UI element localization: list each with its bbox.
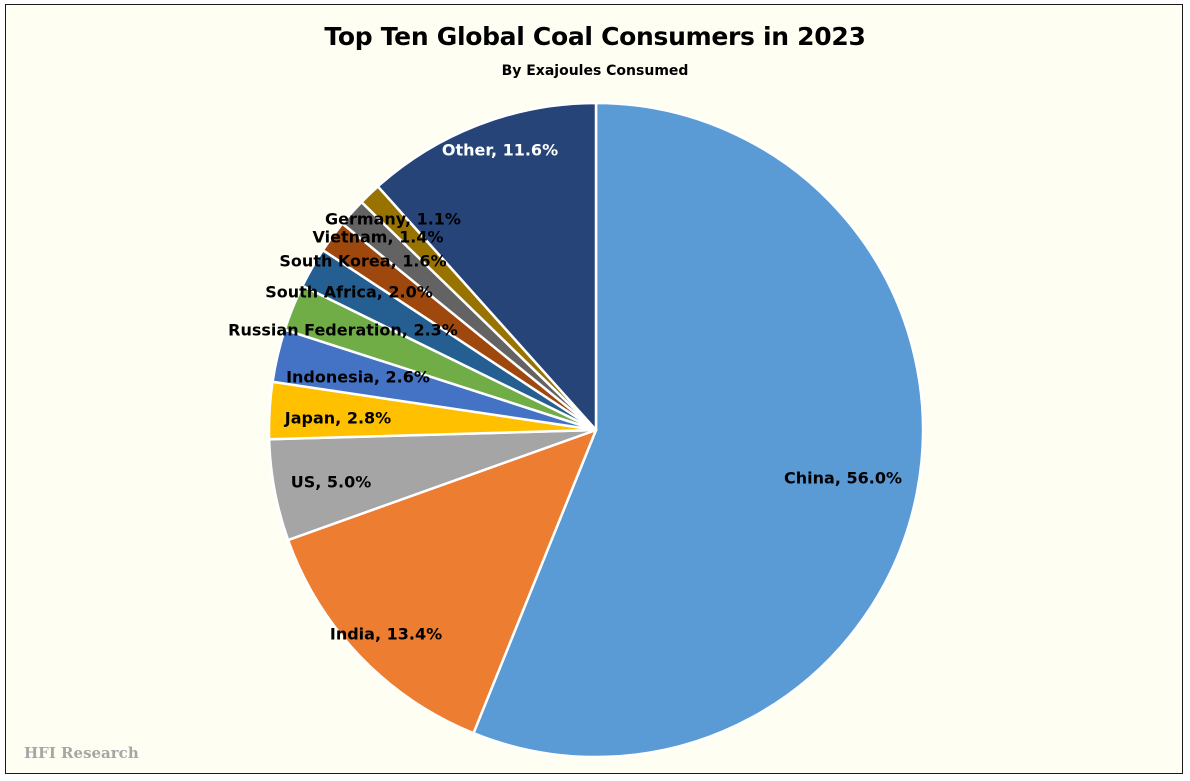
data-label-india: India, 13.4% <box>330 625 442 644</box>
pie-labels: China, 56.0% India, 13.4% US, 5.0% Japan, 2… <box>228 141 902 644</box>
data-label-vietnam: Vietnam, 1.4% <box>313 228 444 247</box>
pie-slice-china <box>472 101 925 759</box>
data-label-germany: Germany, 1.1% <box>325 210 461 229</box>
data-label-us: US, 5.0% <box>291 473 372 492</box>
data-label-south-korea: South Korea, 1.6% <box>279 252 446 271</box>
pie-slices <box>267 101 925 759</box>
chart-subtitle: By Exajoules Consumed <box>501 63 689 79</box>
data-label-china: China, 56.0% <box>784 469 902 488</box>
pie-slice-india <box>286 428 598 735</box>
data-label-south-africa: South Africa, 2.0% <box>265 283 433 302</box>
data-label-indonesia: Indonesia, 2.6% <box>286 368 430 387</box>
pie-slice-other <box>376 101 598 432</box>
data-label-japan: Japan, 2.8% <box>284 409 391 428</box>
watermark-text: HFI Research <box>24 744 139 762</box>
chart-title: Top Ten Global Coal Consumers in 2023 <box>324 22 866 51</box>
data-label-russian-federation: Russian Federation, 2.3% <box>228 321 458 340</box>
data-label-other: Other, 11.6% <box>442 141 558 160</box>
